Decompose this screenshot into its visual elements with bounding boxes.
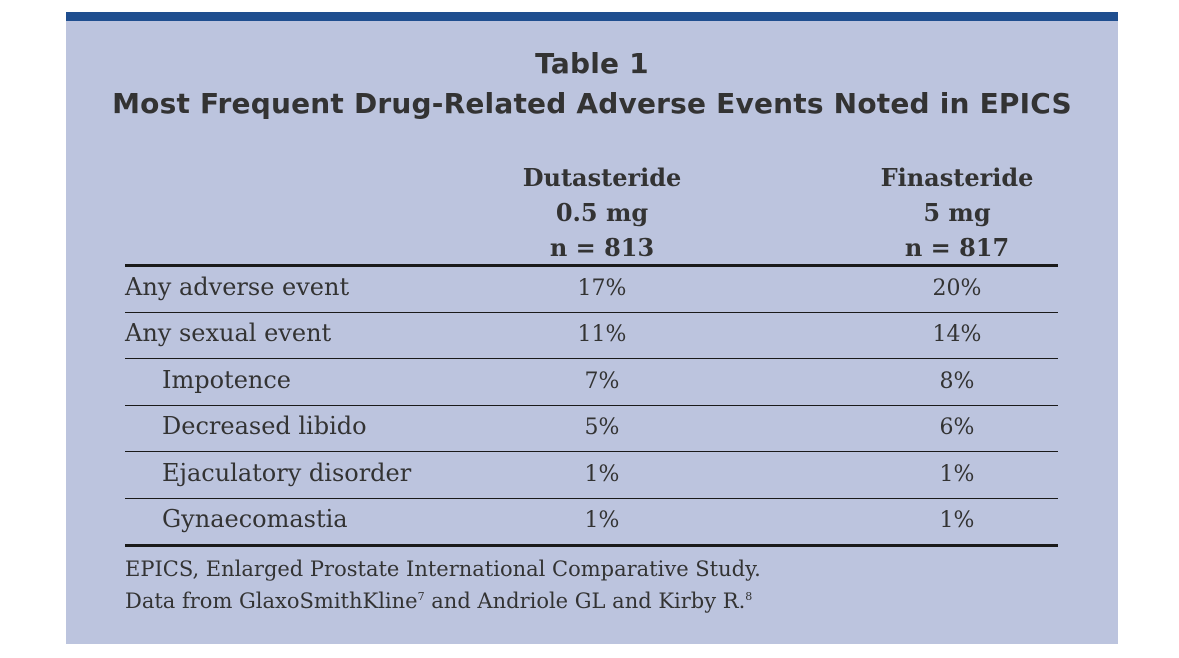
cell-dutasteride: 7% [584, 369, 620, 394]
reference-mark: 7 [417, 590, 425, 603]
cell-finasteride: 6% [939, 415, 975, 440]
cell-finasteride: 1% [939, 508, 975, 533]
cell-finasteride: 1% [939, 462, 975, 487]
cell-dutasteride: 17% [577, 276, 627, 301]
row-label-gynaecomastia: Gynaecomastia [162, 505, 348, 533]
column-n: n = 817 [904, 233, 1010, 262]
row-label-impotence: Impotence [162, 366, 291, 394]
footnote-source-text: and Andriole GL and Kirby R. [424, 589, 746, 613]
row-divider [125, 358, 1058, 359]
table-bottom-rule [125, 544, 1058, 547]
row-divider [125, 451, 1058, 452]
footnote-abbreviation: EPICS, Enlarged Prostate International C… [125, 557, 761, 581]
column-header-dutasteride: Dutasteride 0.5 mg n = 813 [502, 160, 702, 265]
table-panel: Table 1 Most Frequent Drug-Related Adver… [66, 12, 1118, 644]
row-divider [125, 498, 1058, 499]
cell-finasteride: 8% [939, 369, 975, 394]
row-label-decreased-libido: Decreased libido [162, 412, 367, 440]
table-number: Table 1 [535, 47, 649, 80]
cell-dutasteride: 11% [577, 322, 627, 347]
cell-dutasteride: 1% [584, 462, 620, 487]
column-header-finasteride: Finasteride 5 mg n = 817 [857, 160, 1057, 265]
header-rule [125, 264, 1058, 267]
row-divider [125, 405, 1058, 406]
row-label-ejaculatory-disorder: Ejaculatory disorder [162, 459, 412, 487]
cell-dutasteride: 1% [584, 508, 620, 533]
cell-finasteride: 20% [932, 276, 982, 301]
column-n: n = 813 [549, 233, 655, 262]
cell-dutasteride: 5% [584, 415, 620, 440]
column-drug-name: Finasteride [880, 163, 1034, 192]
cell-finasteride: 14% [932, 322, 982, 347]
row-label-any-adverse-event: Any adverse event [125, 273, 350, 301]
column-drug-name: Dutasteride [522, 163, 682, 192]
row-label-any-sexual-event: Any sexual event [125, 319, 332, 347]
table-title: Most Frequent Drug-Related Adverse Event… [112, 87, 1072, 120]
footnote-source-text: Data from GlaxoSmithKline [125, 589, 418, 613]
reference-mark: 8 [745, 590, 753, 603]
footnote-source: Data from GlaxoSmithKline7 and Andriole … [125, 589, 752, 613]
column-dose: 0.5 mg [555, 198, 649, 227]
column-dose: 5 mg [923, 198, 991, 227]
row-divider [125, 312, 1058, 313]
